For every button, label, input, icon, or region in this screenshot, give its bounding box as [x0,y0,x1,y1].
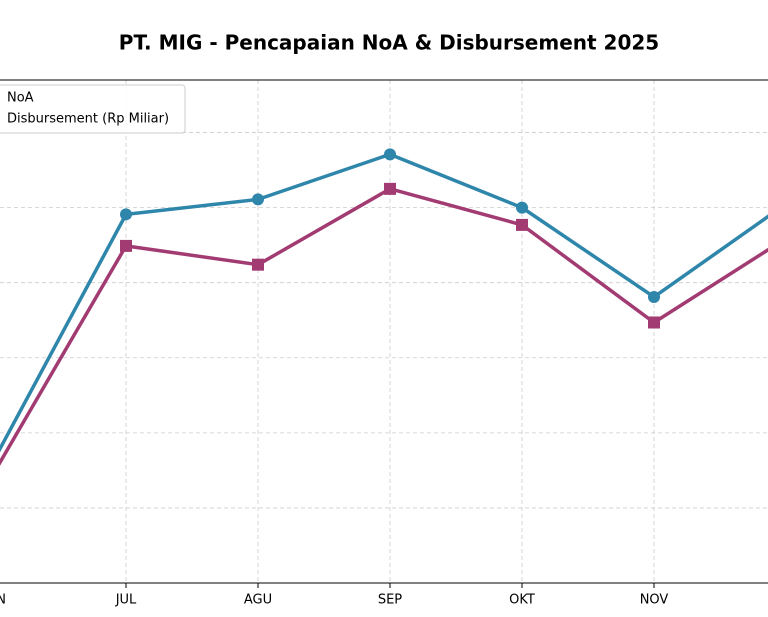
marker [648,290,660,303]
marker [252,193,264,206]
x-tick-label: N [0,593,6,608]
marker [120,208,132,221]
legend-label: NoA [7,91,34,106]
marker [120,239,132,252]
x-tick-label: JUL [115,593,137,608]
marker [384,148,396,161]
marker [384,182,396,195]
legend: NoA Disbursement (Rp Miliar) [0,84,186,134]
marker [516,201,528,214]
x-tick-label: OKT [509,593,535,608]
x-tick-label: NOV [640,593,669,608]
marker [648,316,660,329]
legend-box [0,84,186,134]
marker [516,218,528,231]
legend-label: Disbursement (Rp Miliar) [7,112,169,127]
marker [252,258,264,271]
x-tick-label: AGU [244,593,272,608]
x-tick-label: SEP [378,593,402,608]
chart-title: PT. MIG - Pencapaian NoA & Disbursement … [119,31,659,55]
